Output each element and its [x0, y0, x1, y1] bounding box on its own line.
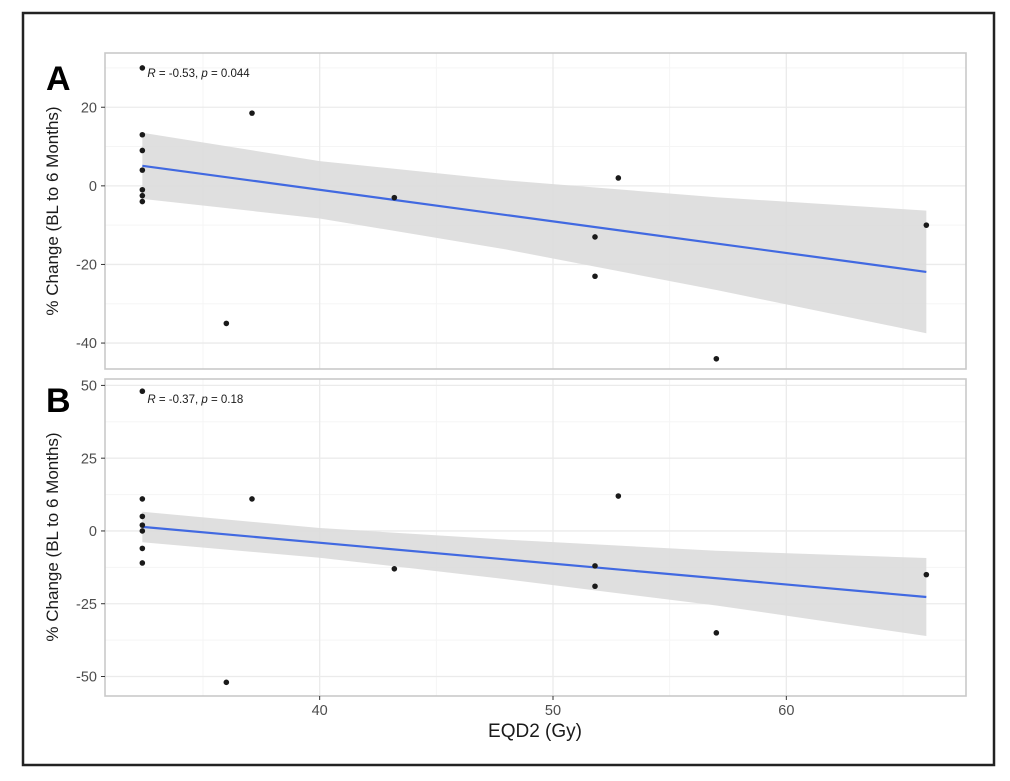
y-tick-label: -25	[76, 597, 97, 613]
panel-a-plot-area: R = -0.53, p = 0.044 20 0 -20 -40	[76, 52, 967, 370]
panel-b-letter: B	[46, 382, 71, 420]
panel-a-letter: A	[46, 60, 71, 98]
data-point	[391, 565, 398, 572]
data-point	[713, 355, 720, 362]
x-tick-label: 40	[312, 703, 328, 719]
confidence-band	[142, 132, 927, 334]
data-point	[139, 388, 146, 395]
panel-border	[104, 378, 967, 697]
data-point	[139, 131, 146, 138]
outer-border	[21, 11, 996, 767]
data-point	[139, 513, 146, 520]
data-point	[713, 630, 720, 636]
data-point	[139, 147, 146, 154]
y-tick-label: 0	[89, 524, 97, 540]
data-point	[923, 222, 930, 228]
data-point	[139, 186, 146, 193]
y-tick-label: 20	[81, 100, 97, 116]
data-point	[592, 583, 598, 590]
y-tick-label: 0	[89, 179, 97, 195]
data-point	[139, 528, 146, 534]
data-point	[391, 194, 398, 201]
data-point	[139, 545, 146, 552]
data-point	[615, 175, 622, 181]
data-point	[223, 679, 230, 686]
x-tick-label: 50	[545, 703, 561, 719]
data-point	[592, 273, 598, 280]
confidence-band	[142, 511, 927, 637]
panel-b-y-axis-title: % Change (BL to 6 Months)	[43, 432, 62, 641]
data-point	[923, 571, 930, 578]
panel-border	[104, 52, 967, 370]
data-point	[139, 522, 146, 528]
panel-a-correlation-annotation: R = -0.53, p = 0.044	[147, 68, 250, 80]
panel-a-y-axis-title: % Change (BL to 6 Months)	[43, 106, 62, 315]
y-tick-label: -20	[76, 258, 97, 274]
panel-b-correlation-annotation: R = -0.37, p = 0.18	[147, 394, 243, 406]
data-point	[139, 496, 146, 502]
data-point	[223, 320, 230, 327]
y-tick-label: -50	[76, 670, 97, 686]
data-point	[139, 560, 146, 566]
data-point	[139, 198, 146, 205]
data-point	[139, 65, 146, 71]
panel-b-plot-area: R = -0.37, p = 0.18 50 25 0 -25 -50 40 50 60	[76, 378, 967, 719]
y-tick-label: -40	[76, 336, 97, 352]
data-point	[615, 493, 622, 499]
regression-line	[142, 525, 927, 599]
data-point	[139, 167, 146, 173]
x-axis-title: EQD2 (Gy)	[488, 721, 582, 742]
data-point	[592, 563, 598, 569]
x-tick-label: 60	[778, 703, 794, 719]
y-tick-label: 25	[81, 451, 97, 467]
data-point	[249, 110, 255, 116]
y-tick-label: 50	[81, 378, 97, 394]
data-point	[592, 234, 598, 240]
regression-line	[142, 164, 927, 274]
data-point	[249, 496, 255, 502]
data-point	[139, 192, 146, 199]
